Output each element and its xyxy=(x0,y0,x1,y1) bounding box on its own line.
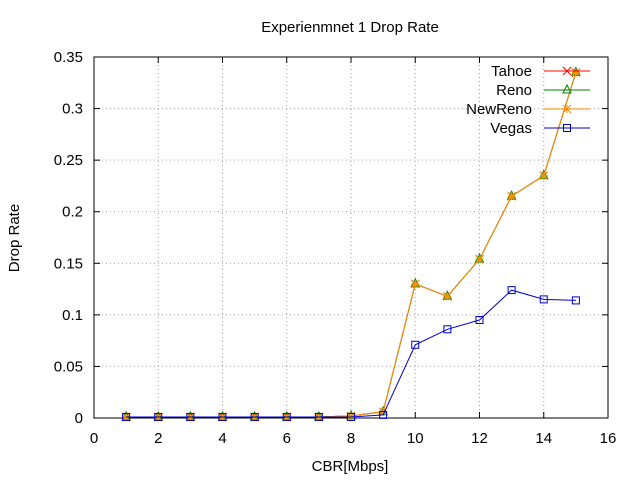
y-tick-label: 0 xyxy=(75,410,83,427)
x-tick-label: 2 xyxy=(154,430,162,447)
y-tick-label: 0.3 xyxy=(62,101,83,118)
axes: 0 2 4 6 8 10 12 14 16 0 0.05 0.1 0.15 0.2 0.25 0.3 0.35 xyxy=(54,49,617,447)
y-tick-label: 0.2 xyxy=(62,204,83,221)
x-tick-label: 4 xyxy=(218,430,226,447)
data-point xyxy=(475,316,484,325)
data-point xyxy=(282,412,291,421)
chart-title: Experienmnet 1 Drop Rate xyxy=(261,19,439,36)
marker-stroke xyxy=(507,191,516,201)
marker-stroke xyxy=(571,68,581,77)
marker-stroke xyxy=(562,66,572,76)
legend-marker xyxy=(562,66,572,76)
marker-stroke xyxy=(539,171,549,180)
legend-label: Reno xyxy=(496,82,532,99)
y-tick-label: 0.25 xyxy=(54,152,83,169)
data-point xyxy=(154,412,163,421)
data-point xyxy=(443,291,452,301)
series-vegas xyxy=(122,286,580,421)
legend-label: NewReno xyxy=(466,101,532,118)
x-tick-label: 8 xyxy=(347,430,355,447)
x-tick-label: 12 xyxy=(471,430,488,447)
legend-entry-tahoe: Tahoe xyxy=(491,63,590,80)
legend-marker xyxy=(562,104,572,114)
x-tick-label: 14 xyxy=(535,430,552,447)
x-tick-label: 16 xyxy=(600,430,617,447)
x-tick-label: 0 xyxy=(90,430,98,447)
legend-marker xyxy=(563,124,571,132)
x-tick-label: 10 xyxy=(407,430,424,447)
data-point xyxy=(475,254,484,264)
data-point xyxy=(218,412,227,421)
legend-label: Vegas xyxy=(490,120,532,137)
grid xyxy=(94,57,608,418)
series xyxy=(121,66,581,422)
legend-entry-vegas: Vegas xyxy=(490,120,590,137)
data-point xyxy=(507,286,516,295)
data-point xyxy=(314,412,323,421)
legend-entry-newreno: NewReno xyxy=(466,101,590,118)
data-point xyxy=(507,191,516,201)
marker-stroke xyxy=(410,279,420,289)
data-point xyxy=(122,412,131,421)
y-tick-label: 0.35 xyxy=(54,49,83,66)
y-tick-label: 0.05 xyxy=(54,358,83,375)
y-axis-label: Drop Rate xyxy=(6,204,23,272)
data-point xyxy=(347,412,355,421)
y-tick-label: 0.1 xyxy=(62,307,83,324)
data-point xyxy=(571,296,580,305)
data-point xyxy=(410,279,420,289)
x-tick-label: 6 xyxy=(283,430,291,447)
data-point xyxy=(539,171,549,180)
data-point xyxy=(571,68,581,77)
data-point xyxy=(186,412,195,421)
data-point xyxy=(443,325,452,334)
marker-stroke xyxy=(562,104,572,114)
marker-stroke xyxy=(443,291,452,301)
data-point xyxy=(411,340,420,349)
legend-entry-reno: Reno xyxy=(496,82,590,99)
legend-label: Tahoe xyxy=(491,63,532,80)
legend: Tahoe Reno NewReno Vegas xyxy=(466,63,590,137)
series-line-vegas xyxy=(126,289,576,418)
x-axis-label: CBR[Mbps] xyxy=(312,458,389,475)
data-point xyxy=(539,295,548,304)
legend-marker xyxy=(562,83,572,94)
data-point xyxy=(379,410,388,419)
data-point xyxy=(250,412,259,421)
y-tick-label: 0.15 xyxy=(54,255,83,272)
marker-stroke xyxy=(475,254,484,264)
